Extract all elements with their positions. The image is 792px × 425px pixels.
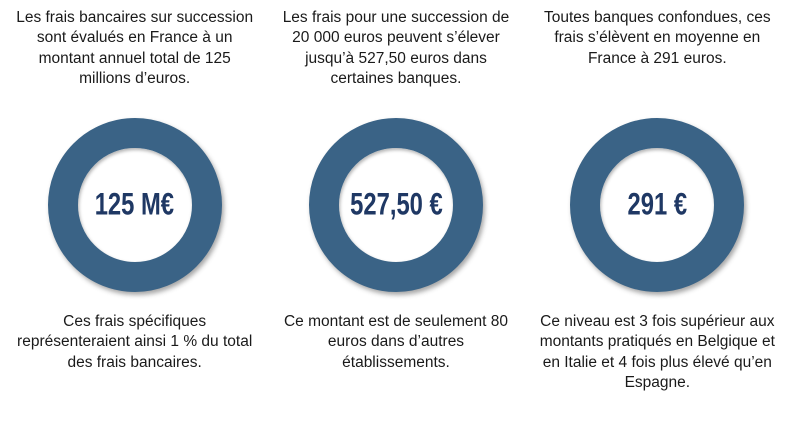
stat-ring-wrap: 291 € xyxy=(570,118,745,292)
stat-detail-text: Ces frais spécifiques représenteraient a… xyxy=(17,313,253,371)
stat-column-annual-total: Les frais bancaires sur succession sont … xyxy=(4,6,265,425)
stat-ring: 527,50 € xyxy=(308,118,483,292)
stat-ring-wrap: 527,50 € xyxy=(308,118,483,292)
stat-value: 291 € xyxy=(627,187,688,222)
stat-detail-text: Ce montant est de seulement 80 euros dan… xyxy=(283,313,508,371)
stat-ring: 291 € xyxy=(570,118,745,292)
stat-ring: 125 M€ xyxy=(47,118,222,292)
stat-detail-text: Ce niveau est 3 fois supérieur aux monta… xyxy=(539,313,775,392)
stat-intro-text: Les frais pour une succession de 20 000 … xyxy=(282,9,510,88)
stat-ring-wrap: 125 M€ xyxy=(47,118,222,292)
stat-value: 527,50 € xyxy=(349,187,443,222)
stat-intro-text: Toutes banques confondues, ces frais s’é… xyxy=(544,9,771,67)
stat-column-max-fee: Les frais pour une succession de 20 000 … xyxy=(265,6,526,425)
stat-column-average-fee: Toutes banques confondues, ces frais s’é… xyxy=(527,6,788,425)
stat-value: 125 M€ xyxy=(94,187,175,222)
stat-intro-text: Les frais bancaires sur succession sont … xyxy=(16,9,254,88)
